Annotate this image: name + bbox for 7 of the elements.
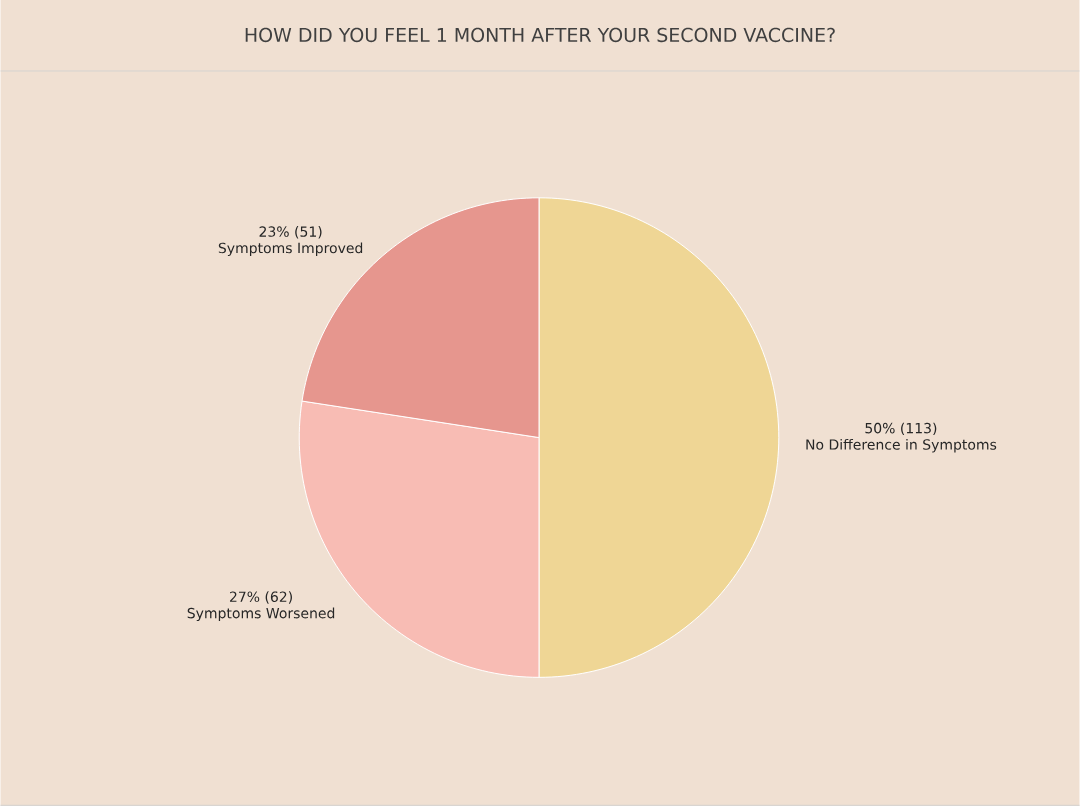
data-label: 27% (62) bbox=[229, 591, 292, 604]
slice-label: No Difference in Symptoms bbox=[806, 438, 997, 453]
slice-label: Symptoms Improved bbox=[218, 242, 363, 256]
data-label: 23% (51) bbox=[259, 225, 322, 239]
data-label: 50% (113) bbox=[865, 422, 937, 435]
chart-title: HOW DID YOU FEEL 1 MONTH AFTER YOUR SECOND VACCINE? bbox=[245, 27, 835, 43]
slice-label: Symptoms Worsened bbox=[187, 607, 335, 622]
